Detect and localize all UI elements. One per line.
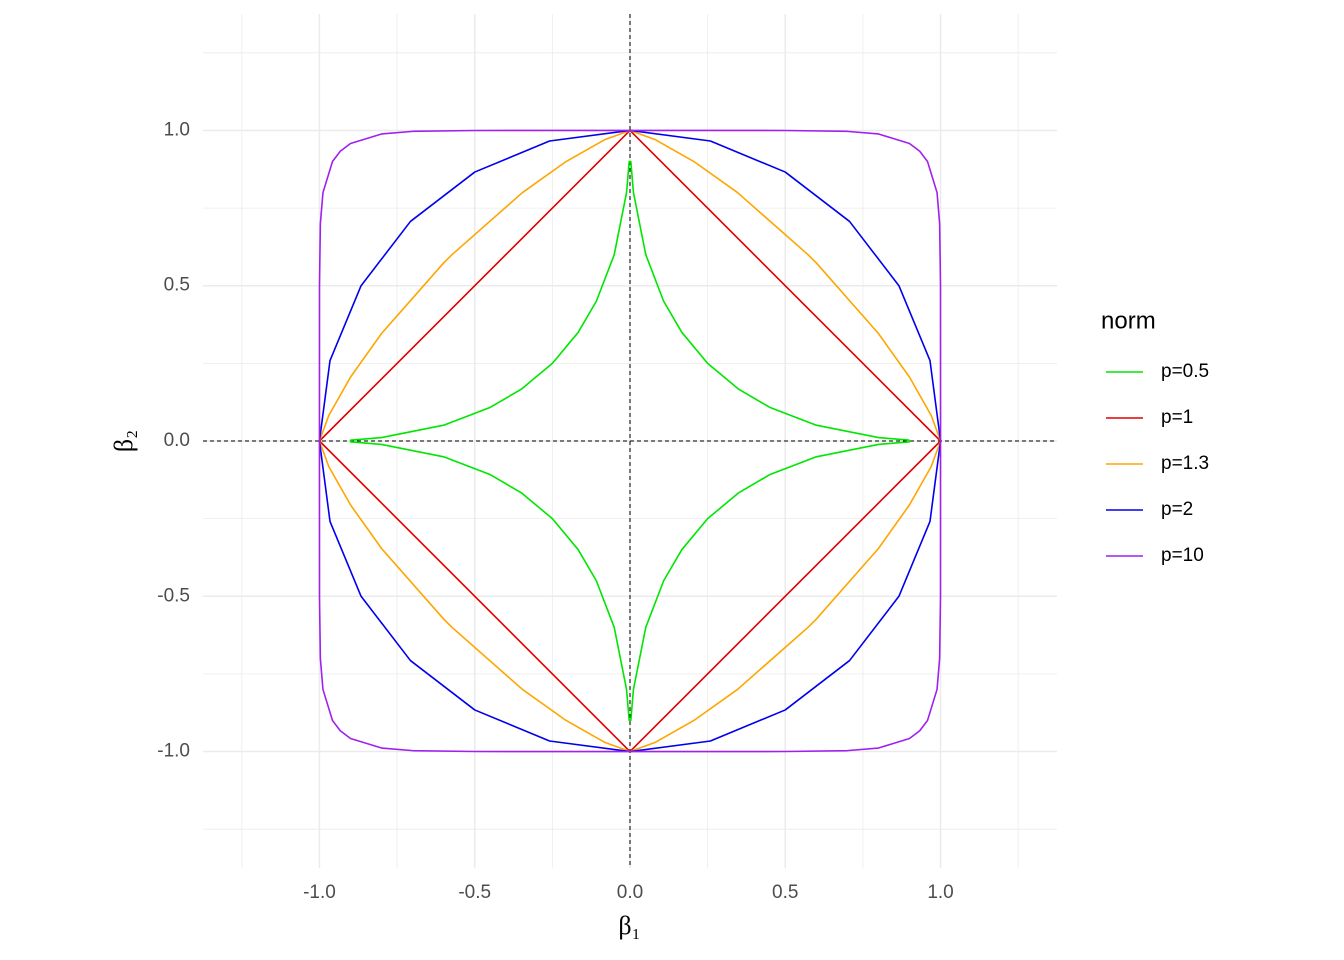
legend-label: p=2 (1161, 499, 1193, 520)
y-tick-label: -1.0 (157, 741, 190, 762)
legend-title: norm (1101, 307, 1156, 334)
y-tick-label: 0.5 (164, 275, 190, 296)
y-tick-label: 0.0 (164, 430, 190, 451)
x-tick-label: 1.0 (927, 882, 953, 903)
legend-label: p=10 (1161, 545, 1204, 566)
y-tick-label: -0.5 (157, 585, 190, 606)
y-tick-label: 1.0 (164, 119, 190, 140)
x-tick-label: -1.0 (303, 882, 336, 903)
legend-label: p=1 (1161, 407, 1193, 428)
series-line (349, 160, 911, 722)
legend-label: p=1.3 (1161, 453, 1209, 474)
x-axis-title: β₁ (618, 911, 640, 940)
series-line (318, 129, 942, 753)
legend-label: p=0.5 (1161, 361, 1209, 382)
x-tick-label: 0.0 (617, 882, 643, 903)
y-axis-title: β₂ (109, 430, 138, 452)
x-tick-label: -0.5 (458, 882, 491, 903)
x-tick-label: 0.5 (772, 882, 798, 903)
